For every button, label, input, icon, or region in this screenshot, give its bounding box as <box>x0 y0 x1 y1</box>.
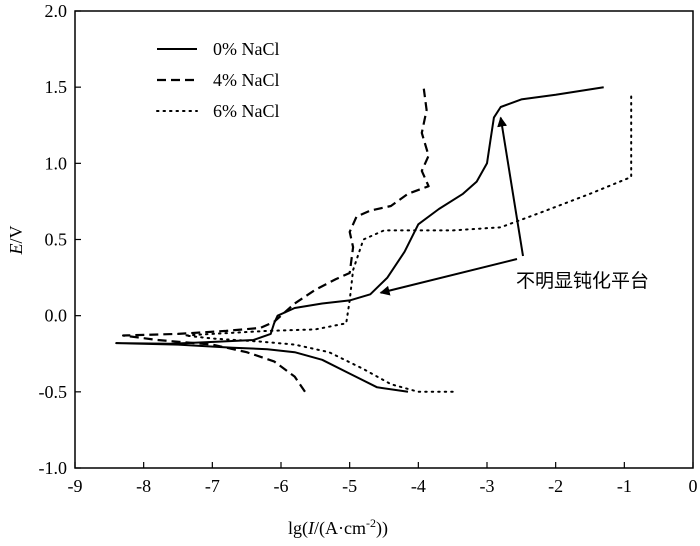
legend-label-0pct: 0% NaCl <box>213 39 280 59</box>
x-tick-label: -6 <box>274 476 289 496</box>
x-tick-label: -4 <box>411 476 426 496</box>
annotation-label: 不明显钝化平台 <box>516 270 649 292</box>
x-tick-label: -5 <box>342 476 357 496</box>
x-axis-ticks: -9 -8 -7 -6 -5 -4 -3 -2 -1 0 <box>68 462 698 496</box>
x-tick-label: 0 <box>689 476 698 496</box>
legend-label-6pct: 6% NaCl <box>213 101 280 121</box>
x-axis-title-pre: lg( <box>288 518 308 539</box>
y-tick-label: 1.5 <box>45 77 68 97</box>
x-axis-title-end: )) <box>376 518 388 539</box>
x-tick-label: -9 <box>68 476 83 496</box>
plot-frame <box>74 10 694 469</box>
x-axis-title: lg(I/(A·cm-2)) <box>288 516 388 539</box>
y-axis-title-unit: /V <box>6 225 26 243</box>
x-axis-title-unit: /(A·cm <box>314 518 366 539</box>
y-tick-label: -0.5 <box>39 382 68 402</box>
y-tick-label: 0.0 <box>45 306 68 326</box>
x-tick-label: -2 <box>548 476 563 496</box>
series-lines <box>115 86 633 393</box>
series-0pct-nacl <box>115 86 604 393</box>
x-tick-label: -7 <box>205 476 220 496</box>
y-tick-label: 0.5 <box>45 230 68 250</box>
annotation: 不明显钝化平台 <box>379 116 649 296</box>
series-4pct-nacl <box>122 88 430 393</box>
y-tick-label: -1.0 <box>39 458 68 478</box>
y-tick-label: 1.0 <box>45 153 68 173</box>
annotation-arrow-left <box>379 258 518 296</box>
x-axis-title-exponent: -2 <box>366 516 376 530</box>
y-axis-ticks: -1.0 -0.5 0.0 0.5 1.0 1.5 2.0 <box>39 1 81 478</box>
series-6pct-nacl <box>183 92 633 393</box>
y-axis-title: E/V <box>6 225 26 255</box>
x-tick-label: -1 <box>617 476 632 496</box>
x-tick-label: -8 <box>136 476 151 496</box>
x-axis-title-var: I <box>307 518 315 538</box>
annotation-arrow-up <box>497 116 524 257</box>
legend-label-4pct: 4% NaCl <box>213 70 280 90</box>
y-axis-title-var: E <box>6 244 26 256</box>
x-tick-label: -3 <box>480 476 495 496</box>
legend: 0% NaCl 4% NaCl 6% NaCl <box>156 39 280 121</box>
y-tick-label: 2.0 <box>45 1 68 21</box>
